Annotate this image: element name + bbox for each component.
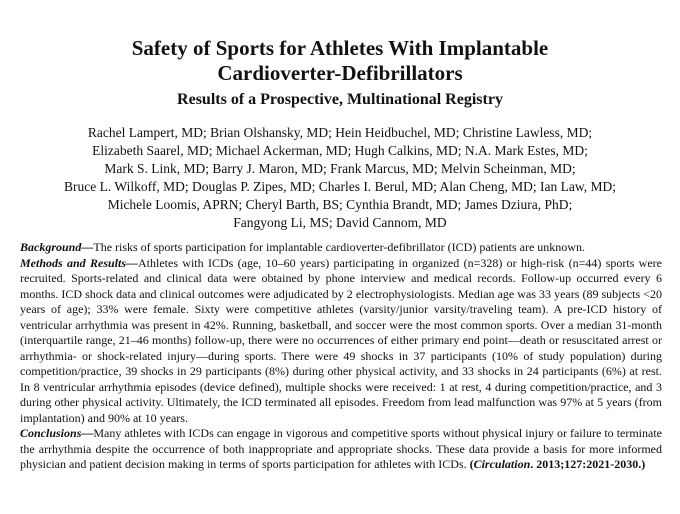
author-line: Fangyong Li, MS; David Cannom, MD [233,215,447,230]
paper-title: Safety of Sports for Athletes With Impla… [0,36,680,86]
conclusions-text: Many athletes with ICDs can engage in vi… [20,426,662,471]
methods-text: Athletes with ICDs (age, 10–60 years) pa… [20,255,662,425]
methods-label: Methods and Results— [20,255,138,270]
author-line: Rachel Lampert, MD; Brian Olshansky, MD;… [87,125,593,140]
conclusions-label: Conclusions— [20,426,94,440]
paper-subtitle: Results of a Prospective, Multinational … [177,91,503,108]
abstract-conclusions: Conclusions—Many athletes with ICDs can … [20,426,662,473]
abstract: Background—The risks of sports participa… [20,240,662,473]
citation: (Circulation. 2013;127:2021-2030.) [470,457,646,471]
abstract-background: Background—The risks of sports participa… [20,240,662,256]
author-line: Mark S. Link, MD; Barry J. Maron, MD; Fr… [104,161,576,176]
title-line-1: Safety of Sports for Athletes With Impla… [131,36,549,60]
citation-open: ( [469,457,474,471]
citation-journal: Circulation [473,457,531,471]
title-line-2: Cardioverter-Defibrillators [217,61,463,85]
author-line: Bruce L. Wilkoff, MD; Douglas P. Zipes, … [64,179,616,194]
author-line: Michele Loomis, APRN; Cheryl Barth, BS; … [107,197,573,212]
author-list: Rachel Lampert, MD; Brian Olshansky, MD;… [0,124,680,232]
background-text: The risks of sports participation for im… [93,240,585,254]
author-line: Elizabeth Saarel, MD; Michael Ackerman, … [92,143,588,158]
abstract-methods: Methods and Results—Athletes with ICDs (… [20,256,662,427]
citation-rest: . 2013;127:2021-2030.) [530,457,646,471]
background-label: Background— [20,240,94,254]
